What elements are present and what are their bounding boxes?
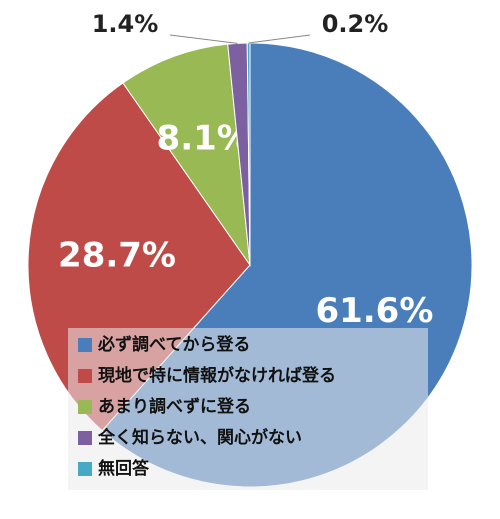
legend-label: 必ず調べてから登る <box>97 334 250 355</box>
legend-swatch <box>78 400 92 414</box>
legend-swatch <box>78 369 92 383</box>
data-label: 1.4% <box>92 10 159 38</box>
legend-label: 全く知らない、関心がない <box>97 427 302 448</box>
leader-line <box>248 34 311 44</box>
data-label: 0.2% <box>322 10 389 38</box>
legend-label: あまり調べずに登る <box>98 396 251 417</box>
legend-label: 現地で特に情報がなければ登る <box>98 365 336 386</box>
legend-box <box>68 328 428 490</box>
data-label: 8.1% <box>157 119 251 159</box>
legend-swatch <box>78 462 92 476</box>
data-label: 61.6% <box>315 291 433 331</box>
pie-slice <box>122 43 251 267</box>
legend-label: 無回答 <box>98 458 150 479</box>
data-label: 28.7% <box>58 236 176 276</box>
leader-line <box>169 34 238 44</box>
legend-swatch <box>78 431 92 445</box>
legend-swatch <box>78 338 92 352</box>
